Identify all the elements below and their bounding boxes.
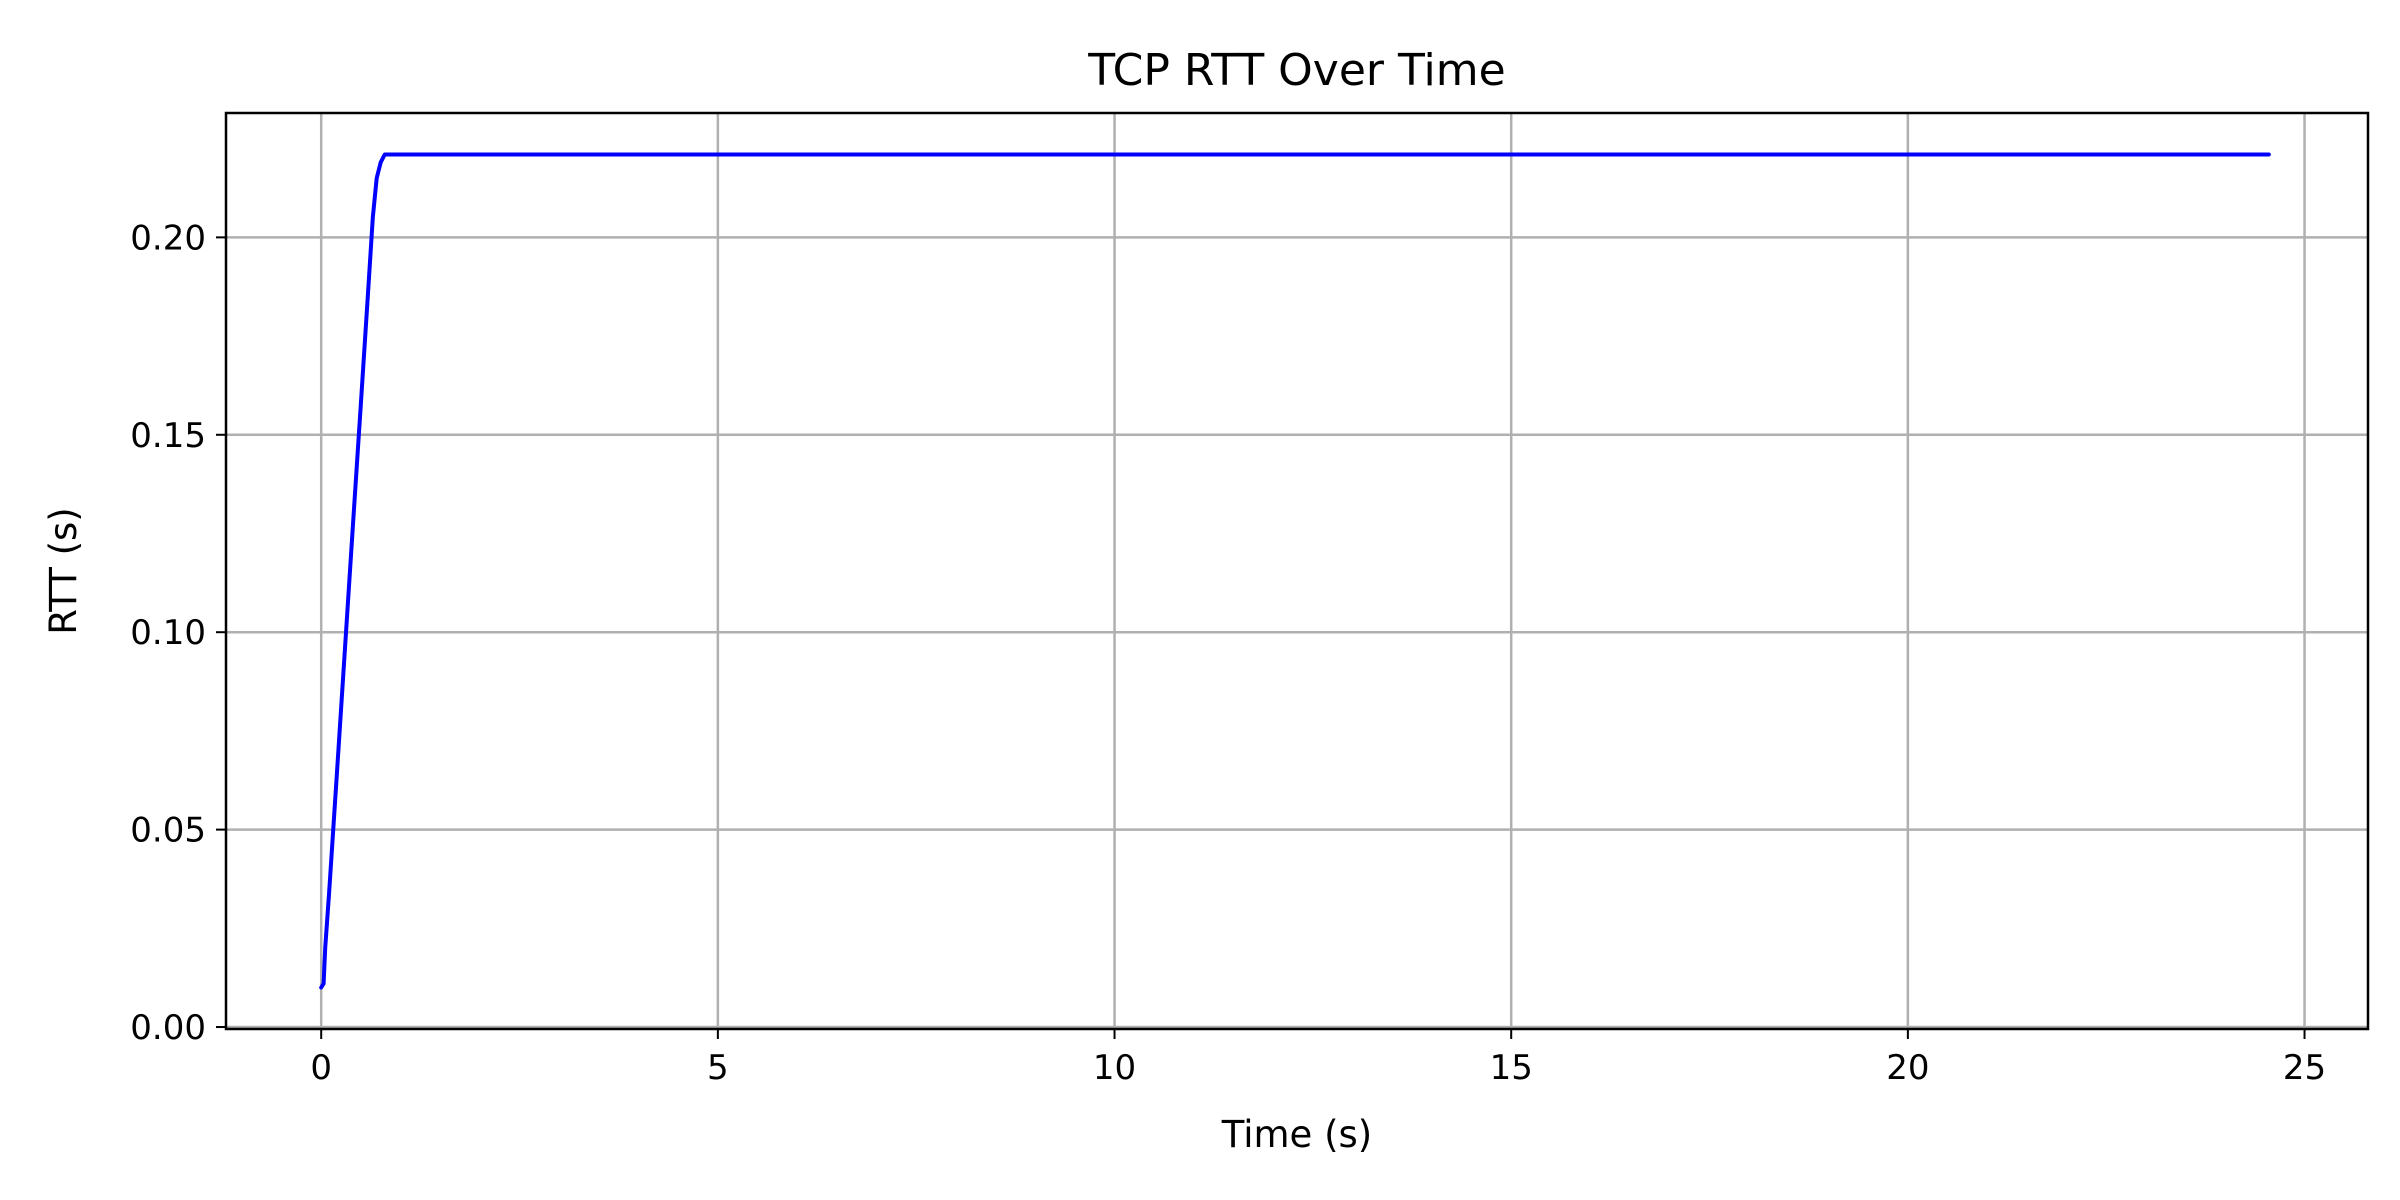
y-tick-label: 0.00 xyxy=(130,1008,206,1048)
y-tick-label: 0.05 xyxy=(130,811,206,851)
x-tick-label: 20 xyxy=(1886,1048,1929,1088)
x-axis-ticks: 0 5 10 15 20 25 xyxy=(310,1029,2326,1088)
series-layer xyxy=(319,152,2271,990)
x-tick-label: 5 xyxy=(707,1048,729,1088)
y-tick-label: 0.20 xyxy=(130,218,206,258)
x-tick-label: 25 xyxy=(2283,1048,2326,1088)
x-tick-label: 10 xyxy=(1093,1048,1136,1088)
chart-title: TCP RTT Over Time xyxy=(1087,45,1505,96)
y-tick-label: 0.10 xyxy=(130,613,206,653)
y-tick-label: 0.15 xyxy=(130,416,206,456)
y-axis-ticks: 0.00 0.05 0.10 0.15 0.20 xyxy=(130,218,226,1048)
x-tick-label: 15 xyxy=(1490,1048,1533,1088)
y-axis-title: RTT (s) xyxy=(42,507,85,634)
grid-lines xyxy=(226,113,2368,1029)
x-axis-title: Time (s) xyxy=(1221,1113,1372,1156)
x-tick-label: 0 xyxy=(310,1048,332,1088)
rtt-series-line xyxy=(319,152,2271,990)
plot-area-frame xyxy=(224,111,2370,1031)
